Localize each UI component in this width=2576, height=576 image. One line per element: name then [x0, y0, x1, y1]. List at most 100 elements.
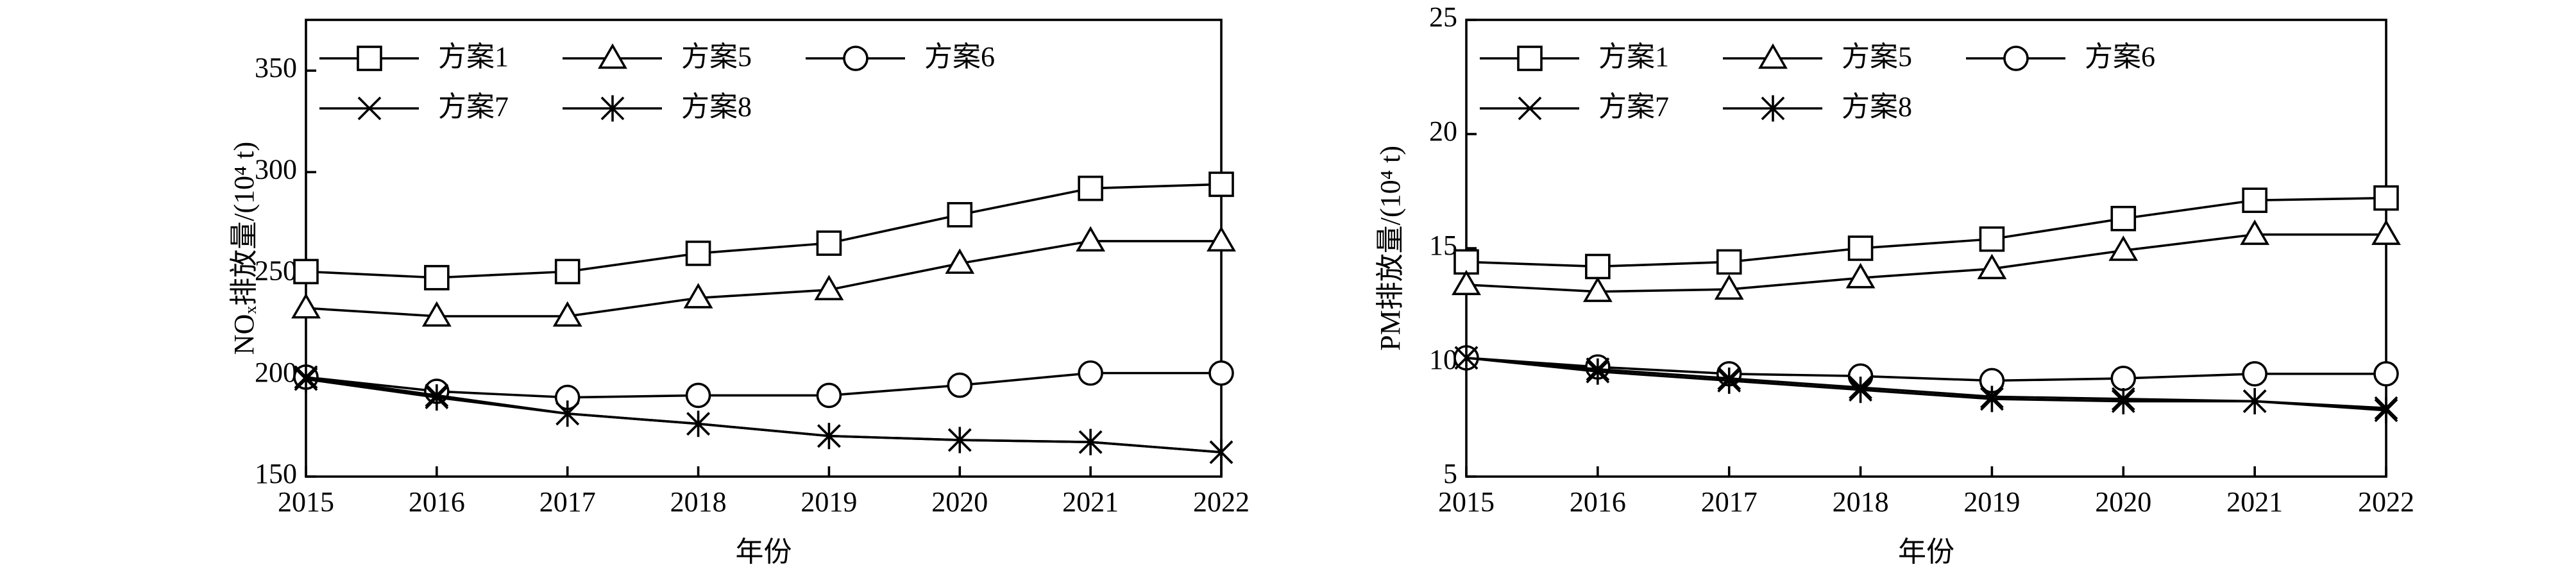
- y-axis-label: PM排放量/(10⁴ t): [1375, 146, 1406, 351]
- data-point: [2374, 397, 2398, 424]
- legend-label: 方案7: [438, 91, 509, 123]
- legend-marker: [598, 43, 627, 69]
- x-tick-label: 2017: [539, 486, 596, 518]
- x-axis-label: 年份: [736, 536, 792, 568]
- x-axis-label: 年份: [1898, 536, 1954, 568]
- data-point: [1586, 358, 1610, 385]
- legend-marker: [600, 95, 625, 122]
- data-point: [554, 258, 580, 285]
- series-line: [305, 371, 1221, 399]
- data-point: [1076, 226, 1106, 252]
- legend-marker: [1761, 95, 1785, 122]
- x-tick-label: 2019: [801, 486, 857, 518]
- legend-marker: [1517, 46, 1543, 71]
- legend-label: 方案1: [1598, 41, 1669, 72]
- data-point: [2110, 205, 2137, 232]
- x-tick-label: 2015: [278, 486, 334, 518]
- data-point: [1847, 235, 1874, 261]
- series-line: [1466, 357, 2386, 382]
- series-line: [305, 183, 1222, 279]
- data-point: [686, 411, 710, 437]
- data-point: [816, 382, 842, 409]
- legend-marker: [1758, 43, 1788, 69]
- series-line: [305, 378, 1222, 453]
- y-tick-label: 200: [255, 357, 297, 388]
- data-point: [1454, 344, 1479, 371]
- x-tick-label: 2022: [1193, 486, 1250, 518]
- x-tick-label: 2021: [2226, 486, 2283, 518]
- data-point: [685, 382, 711, 409]
- y-tick-label: 15: [1429, 230, 1457, 261]
- legend-label: 方案8: [681, 91, 752, 123]
- data-point: [421, 301, 452, 327]
- y-tick-label: 25: [1429, 1, 1457, 33]
- data-point: [1452, 269, 1481, 296]
- data-point: [947, 427, 972, 453]
- data-point: [816, 230, 842, 256]
- data-point: [1716, 249, 1742, 275]
- data-point: [1078, 428, 1103, 455]
- x-tick-label: 2020: [2095, 486, 2151, 518]
- x-tick-label: 2016: [409, 486, 465, 518]
- data-point: [2110, 366, 2137, 391]
- data-point: [1849, 377, 1872, 403]
- data-point: [1977, 253, 2007, 280]
- data-point: [555, 400, 580, 427]
- data-point: [2240, 219, 2270, 245]
- data-point: [1078, 175, 1103, 201]
- data-point: [1845, 262, 1876, 289]
- x-tick-label: 2018: [1833, 486, 1889, 518]
- data-point: [2242, 360, 2267, 387]
- data-point: [552, 301, 582, 327]
- data-point: [2242, 388, 2267, 415]
- legend-label: 方案1: [438, 41, 509, 72]
- x-tick-label: 2017: [1701, 486, 1758, 518]
- data-point: [291, 292, 321, 319]
- data-point: [1453, 249, 1479, 275]
- data-point: [1208, 171, 1234, 198]
- data-point: [683, 283, 713, 309]
- data-point: [294, 366, 318, 393]
- series-line: [305, 240, 1221, 318]
- series-line: [1466, 357, 2387, 412]
- data-point: [2373, 185, 2399, 211]
- data-point: [425, 384, 449, 411]
- data-point: [1714, 274, 1744, 300]
- x-tick-label: 2020: [931, 486, 988, 518]
- data-point: [1585, 253, 1611, 280]
- series-line: [1466, 196, 2387, 268]
- data-point: [1582, 276, 1613, 302]
- y-tick-label: 150: [255, 458, 297, 489]
- x-tick-label: 2019: [1963, 486, 2020, 518]
- x-tick-label: 2018: [670, 486, 727, 518]
- y-tick-label: 20: [1429, 115, 1457, 147]
- data-point: [947, 201, 973, 228]
- legend-marker: [2003, 46, 2029, 71]
- data-point: [424, 265, 450, 291]
- data-point: [814, 275, 844, 301]
- y-axis-label: NOₓ排放量/(10⁴ t): [228, 142, 260, 355]
- legend-marker: [843, 46, 869, 71]
- y-tick-label: 300: [255, 153, 297, 185]
- legend-marker: [357, 46, 382, 71]
- legend-label: 方案6: [2085, 41, 2155, 72]
- data-point: [817, 423, 841, 450]
- data-point: [685, 241, 711, 266]
- data-point: [1979, 226, 2005, 252]
- x-tick-label: 2022: [2358, 486, 2414, 518]
- legend-label: 方案8: [1842, 91, 1912, 123]
- y-tick-label: 250: [255, 255, 297, 287]
- data-point: [2242, 187, 2267, 214]
- legend-label: 方案5: [681, 41, 752, 72]
- y-tick-label: 10: [1429, 344, 1457, 375]
- legend-label: 方案5: [1842, 41, 1912, 72]
- data-point: [1980, 385, 2004, 412]
- data-point: [1207, 226, 1236, 252]
- x-tick-label: 2021: [1062, 486, 1119, 518]
- x-tick-label: 2015: [1438, 486, 1495, 518]
- data-point: [947, 372, 973, 398]
- y-tick-label: 5: [1443, 458, 1457, 489]
- x-tick-label: 2016: [1570, 486, 1626, 518]
- data-point: [293, 258, 319, 285]
